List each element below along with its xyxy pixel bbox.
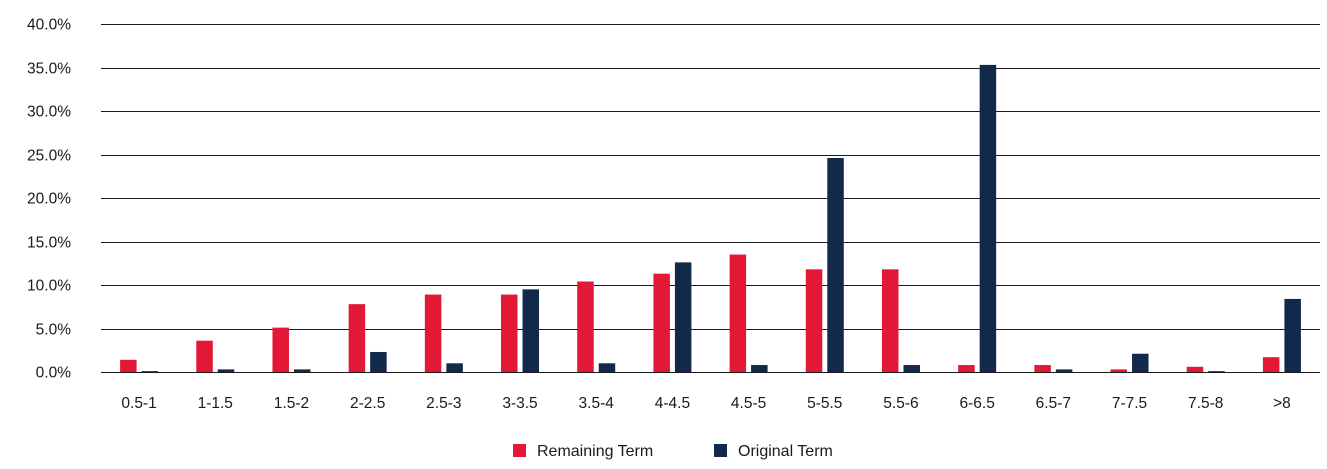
x-tick-label: 5-5.5 xyxy=(807,395,842,412)
x-tick-label: 6.5-7 xyxy=(1036,395,1071,412)
x-tick-label: 0.5-1 xyxy=(121,395,156,412)
x-tick-label: 7.5-8 xyxy=(1188,395,1223,412)
y-tick-label: 0.0% xyxy=(36,365,72,382)
legend-swatch-remaining-term xyxy=(513,444,526,457)
legend: Remaining Term Original Term xyxy=(513,443,833,460)
y-tick-label: 25.0% xyxy=(27,148,71,165)
bar-original-term xyxy=(751,365,768,372)
bar-remaining-term xyxy=(196,340,213,372)
bar-remaining-term xyxy=(1110,369,1128,372)
legend-swatch-original-term xyxy=(714,444,727,457)
bar-original-term xyxy=(1132,353,1149,372)
y-tick-label: 40.0% xyxy=(27,17,71,34)
x-tick-label: >8 xyxy=(1273,395,1291,412)
bar-remaining-term xyxy=(348,304,366,372)
bar-original-term xyxy=(293,369,311,372)
y-axis-ticks: 0.0% 5.0% 10.0% 15.0% 20.0% 25.0% 30.0% 35.0% 40… xyxy=(27,17,71,382)
bar-original-term xyxy=(1055,369,1073,372)
gridlines xyxy=(101,24,1320,373)
x-tick-label: 7-7.5 xyxy=(1112,395,1147,412)
x-tick-label: 2-2.5 xyxy=(350,395,385,412)
bar-remaining-term xyxy=(272,327,289,372)
bar-remaining-term xyxy=(120,359,137,372)
bar-remaining-term xyxy=(424,294,442,372)
bar-original-term xyxy=(979,64,997,372)
bar-remaining-term xyxy=(805,269,823,372)
bar-original-term xyxy=(217,369,235,372)
bar-original-term xyxy=(598,363,616,372)
bar-original-term xyxy=(522,289,540,372)
x-tick-label: 1-1.5 xyxy=(198,395,233,412)
bar-remaining-term xyxy=(653,273,670,372)
x-tick-label: 5.5-6 xyxy=(883,395,918,412)
bar-original-term xyxy=(1284,298,1301,372)
y-tick-label: 20.0% xyxy=(27,191,71,208)
y-tick-label: 30.0% xyxy=(27,104,71,121)
bar-remaining-term xyxy=(577,281,594,372)
x-tick-label: 1.5-2 xyxy=(274,395,309,412)
x-tick-label: 6-6.5 xyxy=(959,395,994,412)
y-tick-label: 10.0% xyxy=(27,278,71,295)
y-tick-label: 35.0% xyxy=(27,61,71,78)
bar-remaining-term xyxy=(1186,366,1204,372)
bar-remaining-term xyxy=(1034,365,1051,372)
bar-original-term xyxy=(903,365,920,372)
x-tick-label: 4.5-5 xyxy=(731,395,766,412)
bar-original-term xyxy=(370,351,387,372)
legend-label-original-term: Original Term xyxy=(738,443,833,460)
bars xyxy=(120,64,1301,372)
x-tick-label: 3.5-4 xyxy=(579,395,615,412)
bar-remaining-term xyxy=(958,365,975,372)
bar-remaining-term xyxy=(881,269,899,372)
bar-remaining-term xyxy=(1262,357,1280,372)
x-axis-ticks: 0.5-1 1-1.5 1.5-2 2-2.5 2.5-3 3-3.5 3.5-4 4-4.5… xyxy=(121,395,1290,412)
legend-label-remaining-term: Remaining Term xyxy=(537,443,653,460)
y-tick-label: 5.0% xyxy=(36,322,72,339)
bar-original-term xyxy=(674,262,692,372)
x-tick-label: 3-3.5 xyxy=(502,395,537,412)
bar-original-term xyxy=(1208,371,1225,372)
bar-remaining-term xyxy=(501,294,518,372)
bar-original-term xyxy=(141,371,159,372)
bar-original-term xyxy=(446,363,463,372)
x-tick-label: 2.5-3 xyxy=(426,395,461,412)
x-tick-label: 4-4.5 xyxy=(655,395,690,412)
bar-remaining-term xyxy=(729,254,747,372)
y-tick-label: 15.0% xyxy=(27,235,71,252)
bar-original-term xyxy=(827,157,844,372)
